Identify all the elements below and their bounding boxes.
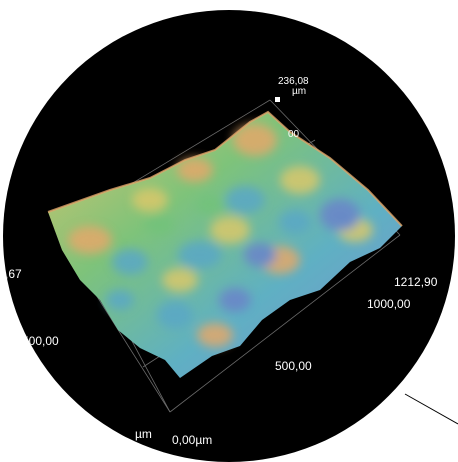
axis-label-right-max: 1212,90 xyxy=(394,275,438,289)
pointer-line xyxy=(404,393,458,425)
axis-label-right-1000: 1000,00 xyxy=(367,297,411,311)
axis-label-left-500: 500,00 xyxy=(22,334,59,348)
scale-max-value: 236,08 xyxy=(278,76,309,87)
scale-marker xyxy=(275,97,280,102)
axis-label-origin: 0,00µm xyxy=(172,433,212,447)
axis-label-right-500: 500,00 xyxy=(275,359,312,373)
axis-label-left-edge: ,67 xyxy=(5,267,22,281)
axis-label-bottom-um: µm xyxy=(135,427,152,441)
surface-map xyxy=(47,110,403,378)
axis-label-top-partial: 00 xyxy=(288,129,300,140)
scale-max-unit: µm xyxy=(292,86,306,97)
